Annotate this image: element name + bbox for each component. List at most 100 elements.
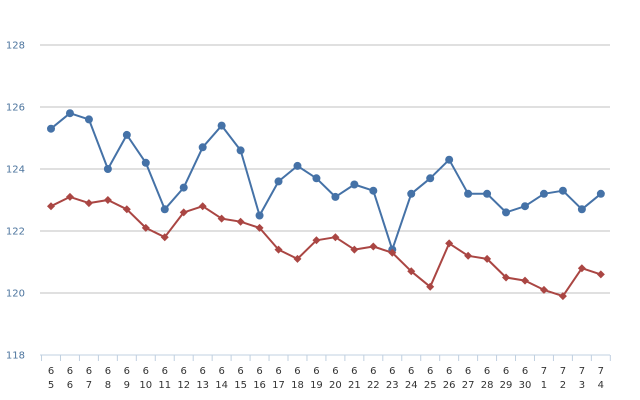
series-1-point <box>47 124 55 133</box>
y-tick-label: 124 <box>6 165 25 176</box>
x-tick-label-day: 10 <box>139 380 152 391</box>
x-tick-label-month: 6 <box>124 366 130 377</box>
series-2-point <box>103 196 112 204</box>
x-tick-label-day: 4 <box>598 380 604 391</box>
x-tick-label-month: 7 <box>560 366 566 377</box>
x-tick-label-month: 6 <box>332 366 338 377</box>
x-tick-label-month: 6 <box>218 366 224 377</box>
series-2-point <box>217 214 226 223</box>
series-2-point <box>407 267 416 276</box>
x-tick-label-month: 6 <box>162 366 168 377</box>
series-2-point <box>331 233 340 242</box>
x-tick-label-day: 1 <box>541 380 547 391</box>
series-2-point <box>160 233 169 242</box>
x-tick-label-day: 17 <box>272 380 285 391</box>
series-2-point <box>84 199 93 208</box>
series-1-point <box>65 109 74 118</box>
series-1-point <box>502 208 511 217</box>
x-axis: 6566676869610611612613614615616617618619… <box>40 354 611 391</box>
series-2-point <box>198 202 207 211</box>
x-tick-label-day: 28 <box>481 380 494 391</box>
x-tick-label-day: 6 <box>67 380 73 391</box>
x-tick-label-month: 6 <box>143 366 149 377</box>
x-tick-label-month: 7 <box>598 366 604 377</box>
x-tick-label-month: 6 <box>522 366 528 377</box>
x-tick-label-month: 6 <box>351 366 357 377</box>
series-group <box>47 109 605 301</box>
x-tick-label-day: 12 <box>177 380 190 391</box>
series-2-line <box>50 195 602 298</box>
series-2-point <box>558 292 567 301</box>
series-1-point <box>558 186 567 195</box>
series-2-point <box>464 251 473 260</box>
series-1-point <box>596 189 605 198</box>
series-2-point <box>65 192 74 201</box>
series-2-point <box>274 245 283 254</box>
x-tick-label-month: 6 <box>446 366 452 377</box>
series-1-point <box>103 165 112 173</box>
x-tick-label-day: 22 <box>367 380 380 391</box>
series-1-point <box>217 121 226 130</box>
x-tick-label-day: 14 <box>215 380 228 391</box>
x-tick-label-day: 16 <box>253 380 266 391</box>
x-tick-label-day: 26 <box>443 380 456 391</box>
series-2-point <box>236 217 245 226</box>
x-tick-label-day: 3 <box>579 380 585 391</box>
series-2 <box>47 192 605 301</box>
y-axis-tick-labels: 118 120 122 124 126 128 <box>6 41 25 362</box>
x-tick-label-month: 6 <box>256 366 262 377</box>
y-tick-label: 126 <box>6 103 25 114</box>
series-2-point <box>483 254 492 263</box>
x-tick-label-month: 6 <box>181 366 187 377</box>
x-tick-label-month: 6 <box>370 366 376 377</box>
series-2-point <box>255 223 264 232</box>
series-1 <box>47 109 605 254</box>
x-tick-label-day: 18 <box>291 380 304 391</box>
x-tick-label-day: 23 <box>386 380 399 391</box>
x-tick-label-month: 6 <box>294 366 300 377</box>
series-1-point <box>350 180 359 189</box>
x-tick-label-day: 8 <box>105 380 111 391</box>
series-1-point <box>293 161 302 170</box>
x-tick-label-month: 6 <box>86 366 92 377</box>
series-1-point <box>122 130 131 139</box>
x-tick-label-month: 7 <box>579 366 585 377</box>
x-tick-label-day: 19 <box>310 380 323 391</box>
y-tick-label: 118 <box>6 351 25 362</box>
x-tick-label-month: 6 <box>67 366 73 377</box>
series-2-point <box>577 264 586 273</box>
series-2-point <box>350 245 359 254</box>
series-1-point <box>312 174 321 183</box>
x-tick-label-month: 6 <box>237 366 243 377</box>
series-1-point <box>577 205 586 214</box>
series-2-point <box>141 223 150 232</box>
series-1-point <box>483 189 492 198</box>
x-tick-label-month: 6 <box>465 366 471 377</box>
x-tick-label-month: 6 <box>427 366 433 377</box>
series-1-point <box>179 183 188 192</box>
series-2-point <box>122 205 131 214</box>
series-2-point <box>426 282 435 291</box>
series-1-point <box>369 186 378 195</box>
series-1-point <box>464 189 473 198</box>
series-2-point <box>596 270 605 279</box>
series-1-line <box>50 112 602 251</box>
series-2-point <box>179 208 188 217</box>
x-tick-label-day: 20 <box>329 380 342 391</box>
x-tick-label-month: 6 <box>48 366 54 377</box>
x-tick-label-day: 9 <box>124 380 130 391</box>
series-1-point <box>84 115 93 124</box>
x-tick-label-month: 6 <box>484 366 490 377</box>
series-2-point <box>539 285 548 294</box>
series-2-point <box>47 202 55 211</box>
x-tick-label-month: 7 <box>541 366 547 377</box>
series-2-point <box>388 248 397 257</box>
x-tick-label-month: 6 <box>275 366 281 377</box>
x-tick-label-month: 6 <box>389 366 395 377</box>
x-tick-label-day: 21 <box>348 380 361 391</box>
series-1-point <box>539 189 548 198</box>
grid-lines <box>40 44 610 294</box>
series-1-point <box>236 146 245 155</box>
y-tick-label: 128 <box>6 41 25 52</box>
